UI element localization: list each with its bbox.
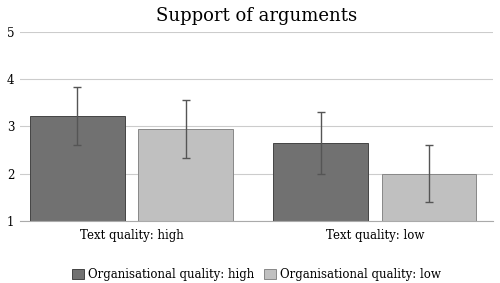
- Bar: [382, 173, 476, 221]
- Bar: [274, 143, 368, 221]
- Title: Support of arguments: Support of arguments: [156, 7, 357, 25]
- Legend: Organisational quality: high, Organisational quality: low: Organisational quality: high, Organisati…: [72, 268, 442, 281]
- Bar: [138, 129, 233, 221]
- Bar: [30, 116, 124, 221]
